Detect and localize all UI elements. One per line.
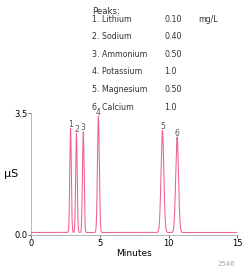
Text: 6. Calcium: 6. Calcium xyxy=(92,103,134,112)
Y-axis label: μS: μS xyxy=(4,169,18,179)
Text: 2546: 2546 xyxy=(217,261,235,267)
Text: 0.10: 0.10 xyxy=(165,15,182,24)
Text: 0.40: 0.40 xyxy=(165,32,182,41)
Text: 1: 1 xyxy=(68,120,73,129)
Text: 2: 2 xyxy=(74,125,79,134)
Text: 6: 6 xyxy=(175,129,180,138)
Text: Peaks:: Peaks: xyxy=(92,7,120,16)
Text: 4: 4 xyxy=(96,108,101,117)
Text: 1.0: 1.0 xyxy=(165,103,177,112)
Text: 1.0: 1.0 xyxy=(165,68,177,76)
Text: mg/L: mg/L xyxy=(198,15,218,24)
Text: 0.50: 0.50 xyxy=(165,85,182,94)
Text: 0.50: 0.50 xyxy=(165,50,182,59)
Text: 3. Ammonium: 3. Ammonium xyxy=(92,50,147,59)
Text: 5. Magnesium: 5. Magnesium xyxy=(92,85,147,94)
Text: 1. Lithium: 1. Lithium xyxy=(92,15,132,24)
Text: 5: 5 xyxy=(160,122,165,131)
Text: 4. Potassium: 4. Potassium xyxy=(92,68,142,76)
X-axis label: Minutes: Minutes xyxy=(116,249,152,258)
Text: 2. Sodium: 2. Sodium xyxy=(92,32,132,41)
Text: 3: 3 xyxy=(81,123,86,133)
